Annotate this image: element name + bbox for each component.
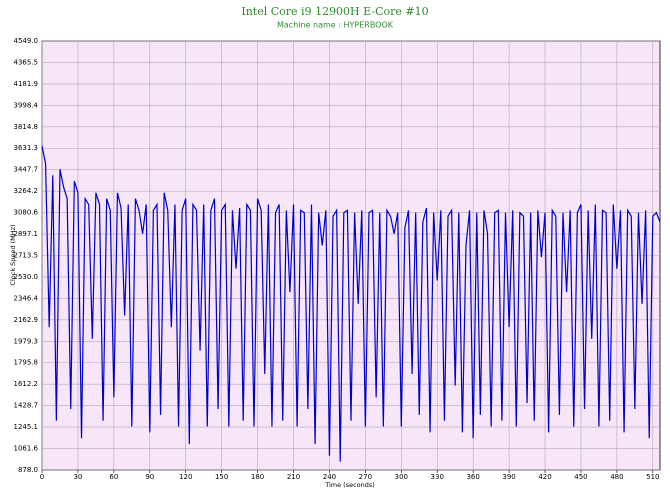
- x-tick-label: 60: [109, 473, 118, 481]
- y-tick-label: 3998.4: [14, 101, 39, 109]
- x-tick-label: 360: [466, 473, 479, 481]
- y-tick-label: 878.0: [18, 466, 38, 474]
- x-tick-label: 270: [359, 473, 372, 481]
- x-tick-label: 330: [431, 473, 444, 481]
- x-tick-label: 0: [40, 473, 44, 481]
- chart-subtitle: Machine name : HYPERBOOK: [277, 21, 394, 30]
- y-tick-label: 3447.7: [14, 166, 39, 174]
- y-tick-label: 2162.9: [14, 316, 39, 324]
- y-tick-label: 3264.2: [14, 187, 39, 195]
- x-tick-label: 180: [251, 473, 264, 481]
- x-tick-label: 420: [538, 473, 551, 481]
- y-tick-label: 4549.0: [14, 37, 39, 45]
- y-tick-label: 2346.4: [14, 294, 39, 302]
- x-tick-label: 450: [574, 473, 587, 481]
- y-tick-label: 1245.1: [14, 423, 39, 431]
- y-tick-label: 3080.6: [14, 209, 39, 217]
- data-line: [41, 145, 661, 462]
- x-tick-label: 210: [287, 473, 300, 481]
- x-tick-label: 90: [145, 473, 154, 481]
- x-tick-label: 120: [179, 473, 192, 481]
- y-tick-label: 2530.0: [14, 273, 39, 281]
- y-tick-label: 1061.6: [14, 445, 39, 453]
- y-tick-label: 1979.3: [14, 337, 39, 345]
- y-tick-label: 2713.5: [14, 252, 39, 260]
- y-axis-label: Clock Speed (MHz): [9, 224, 17, 285]
- x-tick-label: 390: [502, 473, 515, 481]
- x-tick-label: 300: [395, 473, 408, 481]
- y-tick-label: 3814.8: [14, 123, 39, 131]
- y-tick-label: 4181.9: [14, 80, 39, 88]
- y-tick-label: 1612.2: [14, 380, 39, 388]
- x-tick-label: 510: [646, 473, 659, 481]
- x-axis-label: Time (seconds): [324, 481, 375, 489]
- y-tick-label: 2897.1: [14, 230, 39, 238]
- chart-title: Intel Core i9 12900H E-Core #10: [241, 5, 428, 18]
- y-tick-label: 3631.3: [14, 144, 39, 152]
- x-tick-label: 240: [323, 473, 336, 481]
- x-tick-label: 150: [215, 473, 228, 481]
- y-tick-label: 4365.5: [14, 58, 39, 66]
- x-tick-label: 30: [73, 473, 82, 481]
- y-tick-label: 1428.7: [14, 402, 39, 410]
- x-tick-label: 480: [610, 473, 623, 481]
- y-tick-label: 1795.8: [14, 359, 39, 367]
